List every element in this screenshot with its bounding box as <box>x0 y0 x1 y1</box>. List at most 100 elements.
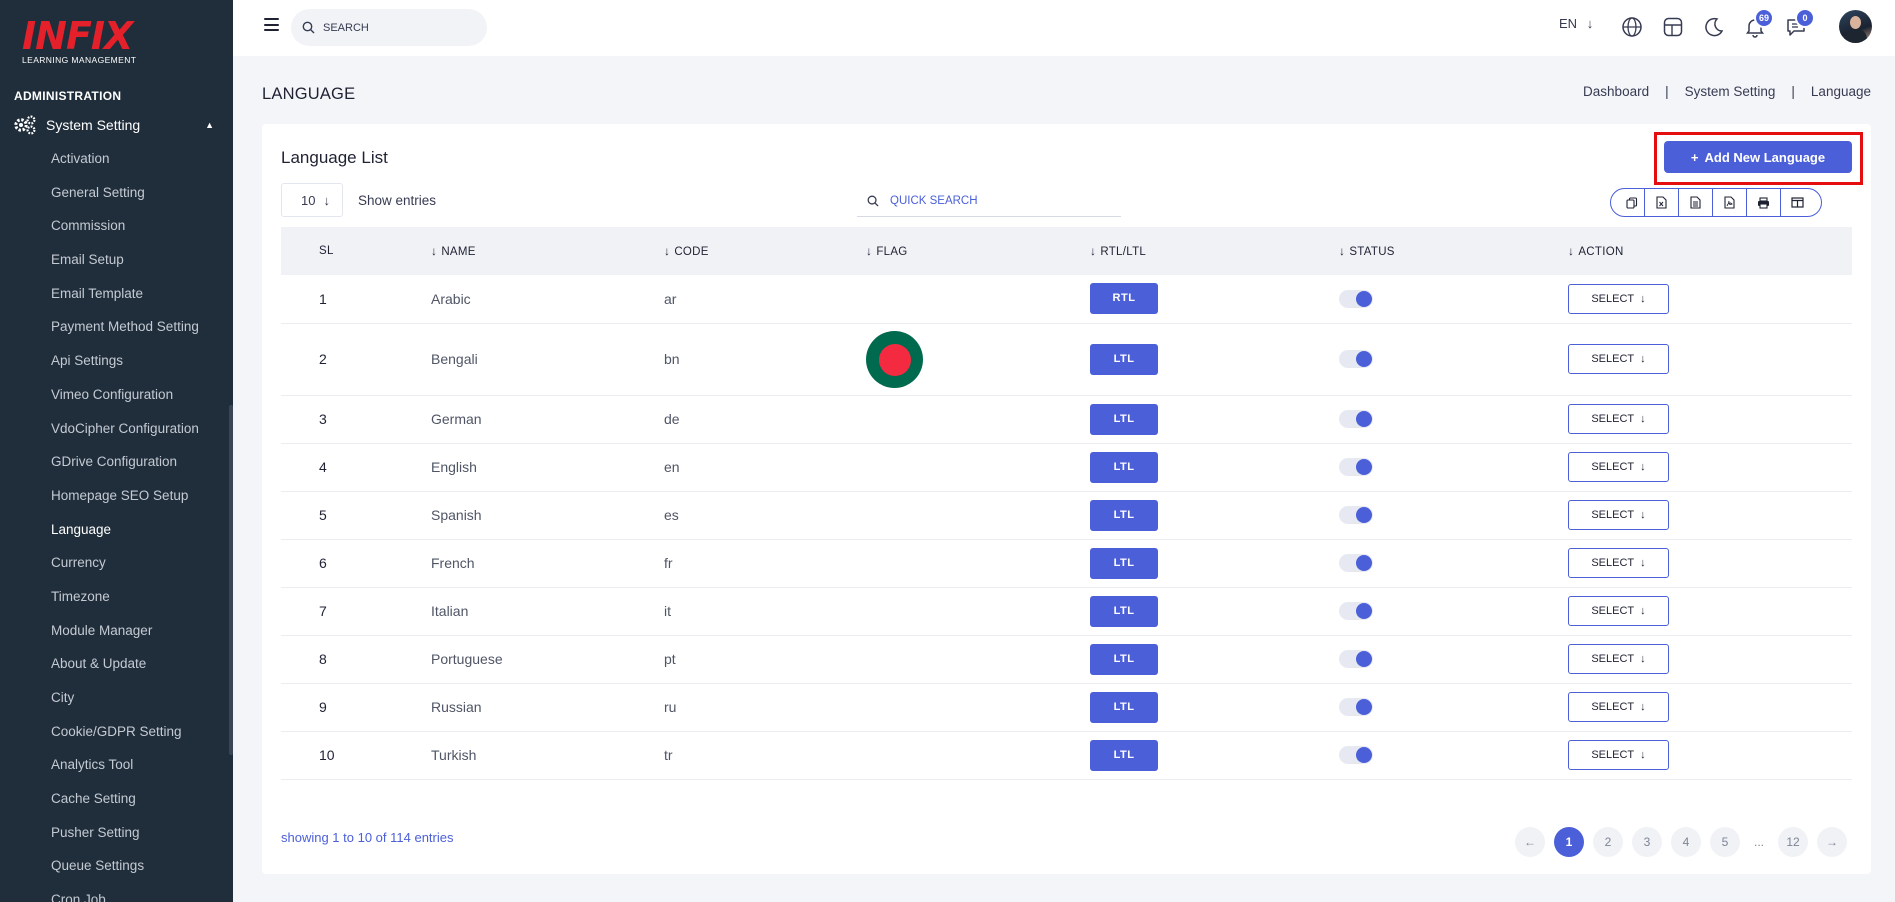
status-toggle[interactable] <box>1339 410 1373 429</box>
page-button-4[interactable]: 4 <box>1671 827 1701 857</box>
sidebar-item-vimeo-configuration[interactable]: Vimeo Configuration <box>51 386 174 402</box>
sidebar-item-pusher-setting[interactable]: Pusher Setting <box>51 824 140 840</box>
language-selector[interactable]: EN ↓ <box>1559 16 1593 31</box>
page-button-3[interactable]: 3 <box>1632 827 1662 857</box>
column-header-status[interactable]: ↓ STATUS <box>1339 227 1568 275</box>
cell-flag <box>866 323 1090 396</box>
sidebar-item-about-update[interactable]: About & Update <box>51 656 147 672</box>
column-header-name[interactable]: ↓ NAME <box>431 227 664 275</box>
globe-icon[interactable] <box>1621 16 1643 38</box>
direction-badge[interactable]: LTL <box>1090 595 1158 627</box>
cell-name: German <box>431 395 664 444</box>
direction-badge[interactable]: LTL <box>1090 643 1158 675</box>
select-action-button[interactable]: SELECT ↓ <box>1568 344 1669 374</box>
cell-name: Bengali <box>431 323 664 396</box>
sidebar-item-language[interactable]: Language <box>51 521 112 537</box>
messages-button[interactable]: 0 <box>1785 8 1815 38</box>
status-toggle[interactable] <box>1339 350 1373 369</box>
csv-button[interactable] <box>1679 189 1713 216</box>
column-header-flag[interactable]: ↓ FLAG <box>866 227 1090 275</box>
direction-badge[interactable]: LTL <box>1090 499 1158 531</box>
moon-icon[interactable] <box>1703 16 1725 38</box>
sidebar-item-city[interactable]: City <box>51 690 75 705</box>
status-toggle[interactable] <box>1339 458 1373 477</box>
sidebar-item-cache-setting[interactable]: Cache Setting <box>51 791 136 807</box>
direction-badge[interactable]: LTL <box>1090 739 1158 771</box>
sidebar-scrollbar[interactable] <box>229 405 233 755</box>
sidebar-item-module-manager[interactable]: Module Manager <box>51 622 153 638</box>
add-new-language-button[interactable]: + Add New Language <box>1664 141 1852 173</box>
logo[interactable]: INFIX LEARNING MANAGEMENT <box>22 16 142 66</box>
search-input[interactable] <box>323 21 473 34</box>
direction-badge[interactable]: RTL <box>1090 283 1158 315</box>
select-action-button[interactable]: SELECT ↓ <box>1568 692 1669 722</box>
select-action-button[interactable]: SELECT ↓ <box>1568 500 1669 530</box>
notifications-bell[interactable]: 69 <box>1744 8 1774 38</box>
select-action-button[interactable]: SELECT ↓ <box>1568 283 1669 314</box>
sidebar-item-email-template[interactable]: Email Template <box>51 285 144 301</box>
quick-search[interactable] <box>857 186 1121 217</box>
status-toggle[interactable] <box>1339 650 1373 669</box>
select-action-button[interactable]: SELECT ↓ <box>1568 452 1669 482</box>
entries-select[interactable]: 10 ↓ <box>281 183 343 217</box>
direction-badge[interactable]: LTL <box>1090 403 1158 435</box>
column-header-direction[interactable]: ↓ RTL/LTL <box>1090 227 1339 275</box>
copy-button[interactable] <box>1611 189 1645 216</box>
sidebar-item-homepage-seo-setup[interactable]: Homepage SEO Setup <box>51 487 189 503</box>
direction-badge[interactable]: LTL <box>1090 691 1158 723</box>
sidebar-item-cookie-gdpr-setting[interactable]: Cookie/GDPR Setting <box>51 723 182 739</box>
arrow-down-icon: ↓ <box>1640 353 1646 365</box>
sidebar-item-cron-job[interactable]: Cron Job <box>51 892 106 902</box>
sidebar-item-api-settings[interactable]: Api Settings <box>51 353 124 369</box>
direction-badge[interactable]: LTL <box>1090 343 1158 375</box>
direction-badge[interactable]: LTL <box>1090 547 1158 579</box>
select-action-button[interactable]: SELECT ↓ <box>1568 644 1669 674</box>
hamburger-menu-icon[interactable] <box>264 18 279 31</box>
status-toggle[interactable] <box>1339 746 1373 765</box>
sidebar-item-gdrive-configuration[interactable]: GDrive Configuration <box>51 454 178 470</box>
breadcrumb-system-setting[interactable]: System Setting <box>1684 84 1776 99</box>
pdf-button[interactable] <box>1713 189 1747 216</box>
previous-page-button[interactable]: ← <box>1515 827 1545 857</box>
sidebar-item-analytics-tool[interactable]: Analytics Tool <box>51 757 134 773</box>
cell-sl: 9 <box>281 683 431 732</box>
select-action-button[interactable]: SELECT ↓ <box>1568 740 1669 770</box>
breadcrumb-dashboard[interactable]: Dashboard <box>1583 84 1650 99</box>
page-button-5[interactable]: 5 <box>1710 827 1740 857</box>
arrow-right-icon: → <box>1826 835 1838 849</box>
sidebar-item-currency[interactable]: Currency <box>51 555 106 571</box>
page-button-12[interactable]: 12 <box>1778 827 1808 857</box>
column-header-action[interactable]: ↓ ACTION <box>1568 227 1852 275</box>
page-button-2[interactable]: 2 <box>1593 827 1623 857</box>
sidebar-item-vdocipher-configuration[interactable]: VdoCipher Configuration <box>51 420 199 436</box>
layout-icon[interactable] <box>1662 16 1684 38</box>
print-button[interactable] <box>1747 189 1781 216</box>
status-toggle[interactable] <box>1339 698 1373 717</box>
sidebar-item-commission[interactable]: Commission <box>51 218 126 234</box>
column-header-sl[interactable]: SL <box>319 245 334 257</box>
user-avatar[interactable] <box>1839 10 1872 43</box>
sidebar-item-email-setup[interactable]: Email Setup <box>51 252 124 268</box>
sidebar-item-timezone[interactable]: Timezone <box>51 588 110 604</box>
direction-badge[interactable]: LTL <box>1090 451 1158 483</box>
column-header-code[interactable]: ↓ CODE <box>664 227 866 275</box>
global-search[interactable] <box>291 9 487 46</box>
sidebar-item-system-setting[interactable]: System Setting ▲ <box>14 114 214 136</box>
select-action-button[interactable]: SELECT ↓ <box>1568 404 1669 434</box>
status-toggle[interactable] <box>1339 602 1373 621</box>
column-visibility-button[interactable] <box>1781 189 1821 216</box>
status-toggle[interactable] <box>1339 289 1373 308</box>
sidebar-item-queue-settings[interactable]: Queue Settings <box>51 858 145 874</box>
sidebar-item-general-setting[interactable]: General Setting <box>51 184 145 200</box>
sidebar-item-activation[interactable]: Activation <box>51 151 110 166</box>
status-toggle[interactable] <box>1339 506 1373 525</box>
excel-button[interactable] <box>1645 189 1679 216</box>
status-toggle[interactable] <box>1339 554 1373 573</box>
next-page-button[interactable]: → <box>1817 827 1847 857</box>
quick-search-input[interactable] <box>890 195 1044 207</box>
sidebar-item-payment-method-setting[interactable]: Payment Method Setting <box>51 319 199 335</box>
page-button-1[interactable]: 1 <box>1554 827 1584 857</box>
select-action-button[interactable]: SELECT ↓ <box>1568 596 1669 626</box>
select-action-button[interactable]: SELECT ↓ <box>1568 548 1669 578</box>
cell-direction: LTL <box>1090 635 1339 684</box>
